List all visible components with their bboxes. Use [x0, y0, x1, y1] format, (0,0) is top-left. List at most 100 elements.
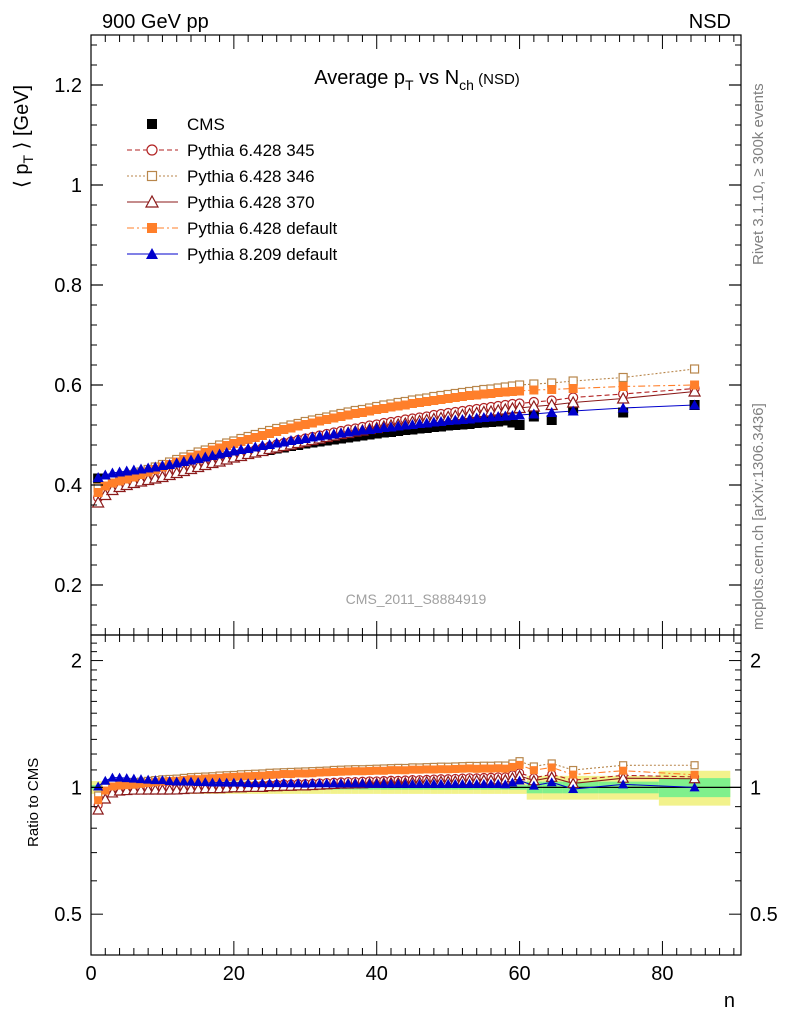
legend-marker [146, 248, 158, 259]
data-point [257, 431, 267, 440]
main-series-layer [91, 364, 702, 508]
ratio-plot-frame [90, 634, 742, 956]
data-point [429, 396, 439, 405]
data-point [689, 399, 701, 410]
data-point [689, 364, 700, 374]
rivet-label: Rivet 3.1.10, ≥ 300k events [750, 83, 767, 265]
analysis-watermark: CMS_2011_S8884919 [346, 591, 487, 607]
ratio-point [228, 777, 239, 787]
data-point [493, 416, 504, 427]
ratio-point [294, 769, 303, 778]
ratio-point [199, 782, 212, 794]
ratio-point [157, 775, 168, 785]
ratio-point [265, 770, 274, 779]
ratio-point [486, 778, 496, 788]
ratio-point [690, 761, 699, 770]
data-point [365, 406, 375, 416]
ratio-point [428, 778, 439, 788]
ratio-y-label: Ratio to CMS [25, 758, 42, 847]
ratio-point [107, 772, 118, 782]
data-point [265, 429, 275, 438]
legend: CMS Pythia 6.428 345 Pythia 6.428 346 Pythi… [127, 115, 338, 264]
data-point [243, 435, 253, 444]
y-tick-label: 1.2 [54, 75, 82, 97]
data-point [479, 389, 489, 399]
data-point [400, 400, 410, 410]
ratio-point [322, 768, 331, 777]
ratio-point [271, 778, 282, 788]
ratio-point [619, 766, 628, 775]
ratio-point [321, 778, 332, 788]
ratio-point [100, 775, 111, 785]
legend-label: Pythia 6.428 346 [187, 167, 315, 186]
ratio-point [272, 770, 281, 779]
legend-entry: Pythia 8.209 default [127, 245, 338, 264]
ratio-point [328, 778, 339, 788]
ratio-point [371, 778, 382, 788]
ratio-point [237, 772, 245, 781]
data-point [378, 427, 389, 438]
ratio-point [472, 764, 481, 773]
ratio-point [546, 777, 557, 787]
data-point [236, 437, 246, 446]
ratio-point [94, 796, 103, 805]
ratio-y-tick-label: 2 [71, 651, 82, 673]
ratio-point [351, 767, 360, 776]
data-point [443, 394, 453, 403]
ratio-point [150, 775, 161, 785]
data-point [100, 481, 110, 491]
ratio-point [451, 764, 460, 773]
main-y-label: ⟨ pT ⟩ [GeV] [11, 85, 36, 188]
header-right: NSD [689, 11, 731, 33]
ratio-point [164, 776, 175, 786]
ratio-point [307, 778, 318, 788]
y-tick-label: 0.6 [54, 375, 82, 397]
ratio-point [227, 781, 240, 793]
ratio-point [401, 766, 410, 775]
ratio-point [308, 769, 317, 778]
x-tick-label: 40 [366, 963, 388, 985]
ratio-point [121, 773, 132, 783]
data-point [450, 420, 461, 430]
data-point [568, 384, 578, 393]
ratio-point [134, 783, 148, 795]
data-point [336, 412, 346, 421]
data-point [515, 386, 525, 396]
legend-marker [144, 194, 160, 208]
ratio-point [129, 780, 138, 789]
x-tick-label: 60 [508, 963, 530, 985]
data-point [486, 417, 496, 427]
ratio-point [128, 773, 139, 783]
data-point [507, 387, 517, 396]
ratio-y-tick-label: 1 [71, 777, 82, 799]
ratio-point [115, 781, 124, 790]
ratio-point [122, 781, 131, 790]
data-point [546, 415, 557, 425]
data-point [371, 428, 382, 439]
data-point [436, 421, 446, 432]
ratio-point [258, 771, 267, 780]
data-point [122, 474, 132, 484]
data-point [528, 408, 540, 419]
ratio-point [193, 777, 204, 787]
x-axis-label: n [724, 990, 735, 1012]
data-point [386, 427, 396, 437]
data-point [514, 420, 525, 430]
ratio-point [184, 782, 198, 794]
x-tick-label: 0 [85, 963, 96, 985]
data-point [357, 408, 367, 417]
data-point [222, 441, 232, 450]
ratio-point [207, 777, 218, 787]
ratio-point [229, 772, 238, 781]
ratio-point [464, 778, 475, 788]
ratio-point [357, 778, 368, 788]
data-point [688, 384, 702, 397]
data-point [322, 415, 332, 424]
ratio-point [337, 767, 345, 776]
legend-entry: Pythia 6.428 370 [127, 193, 315, 212]
ratio-point [142, 783, 155, 795]
ratio-point [315, 768, 324, 777]
data-point [618, 382, 628, 391]
ratio-point [501, 764, 510, 773]
ratio-point [465, 764, 474, 773]
